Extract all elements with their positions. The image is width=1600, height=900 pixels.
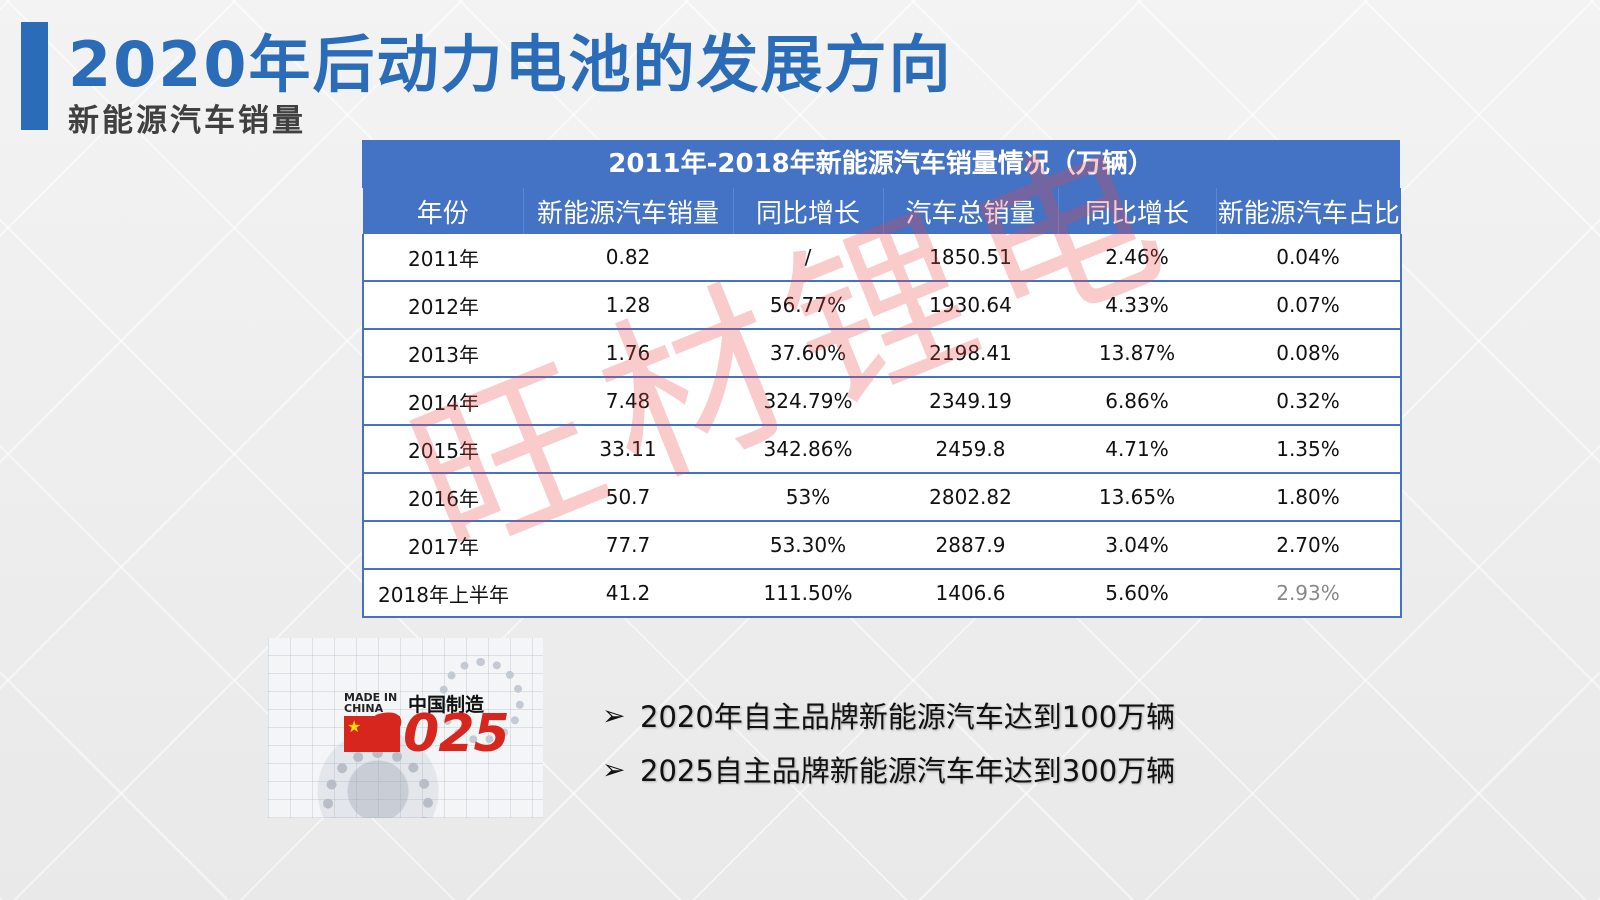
column-header-year: 年份 <box>363 188 524 234</box>
table-cell: 2802.82 <box>883 473 1058 522</box>
table-cell: 2017年 <box>362 521 523 570</box>
table-cell: 4.33% <box>1058 281 1216 330</box>
table-row: 2017年 77.7 53.30% 2887.9 3.04% 2.70% <box>362 521 1402 570</box>
table-cell: 4.71% <box>1058 425 1216 474</box>
table-cell: 53.30% <box>733 521 883 570</box>
table-cell: / <box>733 234 883 282</box>
bullet-list: ➢ 2020年自主品牌新能源汽车达到100万辆 ➢ 2025自主品牌新能源汽车年… <box>602 688 1175 796</box>
table-cell: 111.50% <box>733 569 883 618</box>
table-cell: 33.11 <box>523 425 733 474</box>
china-flag-icon: ★ <box>344 716 400 752</box>
bullet-item: ➢ 2025自主品牌新能源汽车年达到300万辆 <box>602 742 1175 796</box>
table-cell: 6.86% <box>1058 377 1216 426</box>
table-cell: 2016年 <box>362 473 523 522</box>
made-in-text: MADE IN <box>344 691 398 704</box>
table-cell: 13.65% <box>1058 473 1216 522</box>
table-cell: 2015年 <box>362 425 523 474</box>
table-cell: 0.08% <box>1216 329 1402 378</box>
table-cell: 1.35% <box>1216 425 1402 474</box>
made-in-china-2025-image: MADE IN CHINA 中国制造 ★ 2025 <box>268 638 543 818</box>
china-manufacturing-label: 中国制造 <box>408 694 485 716</box>
column-header-total-growth: 同比增长 <box>1058 188 1217 234</box>
table-cell: 324.79% <box>733 377 883 426</box>
table-cell: 2.70% <box>1216 521 1402 570</box>
table-row: 2012年 1.28 56.77% 1930.64 4.33% 0.07% <box>362 281 1402 330</box>
table-cell: 1.76 <box>523 329 733 378</box>
table-cell: 342.86% <box>733 425 883 474</box>
year-2025-label: 2025 <box>368 704 510 764</box>
table-cell: 41.2 <box>523 569 733 618</box>
table-cell: 2198.41 <box>883 329 1058 378</box>
gear-graphic <box>438 658 524 744</box>
table-cell: 7.48 <box>523 377 733 426</box>
table-row: 2011年 0.82 / 1850.51 2.46% 0.04% <box>362 234 1402 282</box>
table-row: 2016年 50.7 53% 2802.82 13.65% 1.80% <box>362 473 1402 522</box>
bullet-text: 2025自主品牌新能源汽车年达到300万辆 <box>640 754 1176 788</box>
sales-table-container: 2011年-2018年新能源汽车销量情况（万辆） 年份 新能源汽车销量 同比增长… <box>362 140 1402 618</box>
title-accent-bar <box>21 22 48 130</box>
china-text: CHINA <box>344 702 384 715</box>
made-in-china-label: MADE IN CHINA <box>344 692 397 714</box>
page-subtitle: 新能源汽车销量 <box>68 103 306 139</box>
table-cell: 2.46% <box>1058 234 1216 282</box>
table-cell: 2018年上半年 <box>362 569 523 618</box>
table-caption: 2011年-2018年新能源汽车销量情况（万辆） <box>362 140 1400 188</box>
table-cell: 2459.8 <box>883 425 1058 474</box>
bullet-item: ➢ 2020年自主品牌新能源汽车达到100万辆 <box>602 688 1175 742</box>
table-cell: 1850.51 <box>883 234 1058 282</box>
gear-graphic <box>323 748 433 818</box>
arrow-bullet-icon: ➢ <box>602 752 626 786</box>
table-cell: 2014年 <box>362 377 523 426</box>
table-row: 2018年上半年 41.2 111.50% 1406.6 5.60% 2.93% <box>362 569 1402 618</box>
table-cell: 2011年 <box>362 234 523 282</box>
table-cell: 0.04% <box>1216 234 1402 282</box>
table-cell: 53% <box>733 473 883 522</box>
table-cell: 56.77% <box>733 281 883 330</box>
table-cell: 2.93% <box>1216 569 1402 618</box>
table-cell: 0.32% <box>1216 377 1402 426</box>
star-icon: ★ <box>347 717 362 736</box>
table-cell: 1.80% <box>1216 473 1402 522</box>
bullet-text: 2020年自主品牌新能源汽车达到100万辆 <box>640 700 1176 734</box>
table-row: 2014年 7.48 324.79% 2349.19 6.86% 0.32% <box>362 377 1402 426</box>
table-cell: 0.07% <box>1216 281 1402 330</box>
sales-table: 年份 新能源汽车销量 同比增长 汽车总销量 同比增长 新能源汽车占比 2011年… <box>362 188 1402 618</box>
table-cell: 5.60% <box>1058 569 1216 618</box>
column-header-nev-growth: 同比增长 <box>733 188 884 234</box>
table-cell: 2013年 <box>362 329 523 378</box>
arrow-bullet-icon: ➢ <box>602 698 626 732</box>
table-cell: 0.82 <box>523 234 733 282</box>
table-cell: 1406.6 <box>883 569 1058 618</box>
table-cell: 77.7 <box>523 521 733 570</box>
column-header-total-sales: 汽车总销量 <box>883 188 1059 234</box>
table-cell: 1930.64 <box>883 281 1058 330</box>
table-cell: 3.04% <box>1058 521 1216 570</box>
table-cell: 37.60% <box>733 329 883 378</box>
table-row: 2013年 1.76 37.60% 2198.41 13.87% 0.08% <box>362 329 1402 378</box>
table-cell: 1.28 <box>523 281 733 330</box>
table-cell: 50.7 <box>523 473 733 522</box>
column-header-nev-share: 新能源汽车占比 <box>1216 188 1401 234</box>
table-cell: 2349.19 <box>883 377 1058 426</box>
table-cell: 2887.9 <box>883 521 1058 570</box>
table-cell: 2012年 <box>362 281 523 330</box>
column-header-nev-sales: 新能源汽车销量 <box>523 188 734 234</box>
table-cell: 13.87% <box>1058 329 1216 378</box>
table-row: 2015年 33.11 342.86% 2459.8 4.71% 1.35% <box>362 425 1402 474</box>
page-title: 2020年后动力电池的发展方向 <box>68 28 953 101</box>
table-header-row: 年份 新能源汽车销量 同比增长 汽车总销量 同比增长 新能源汽车占比 <box>363 188 1401 234</box>
